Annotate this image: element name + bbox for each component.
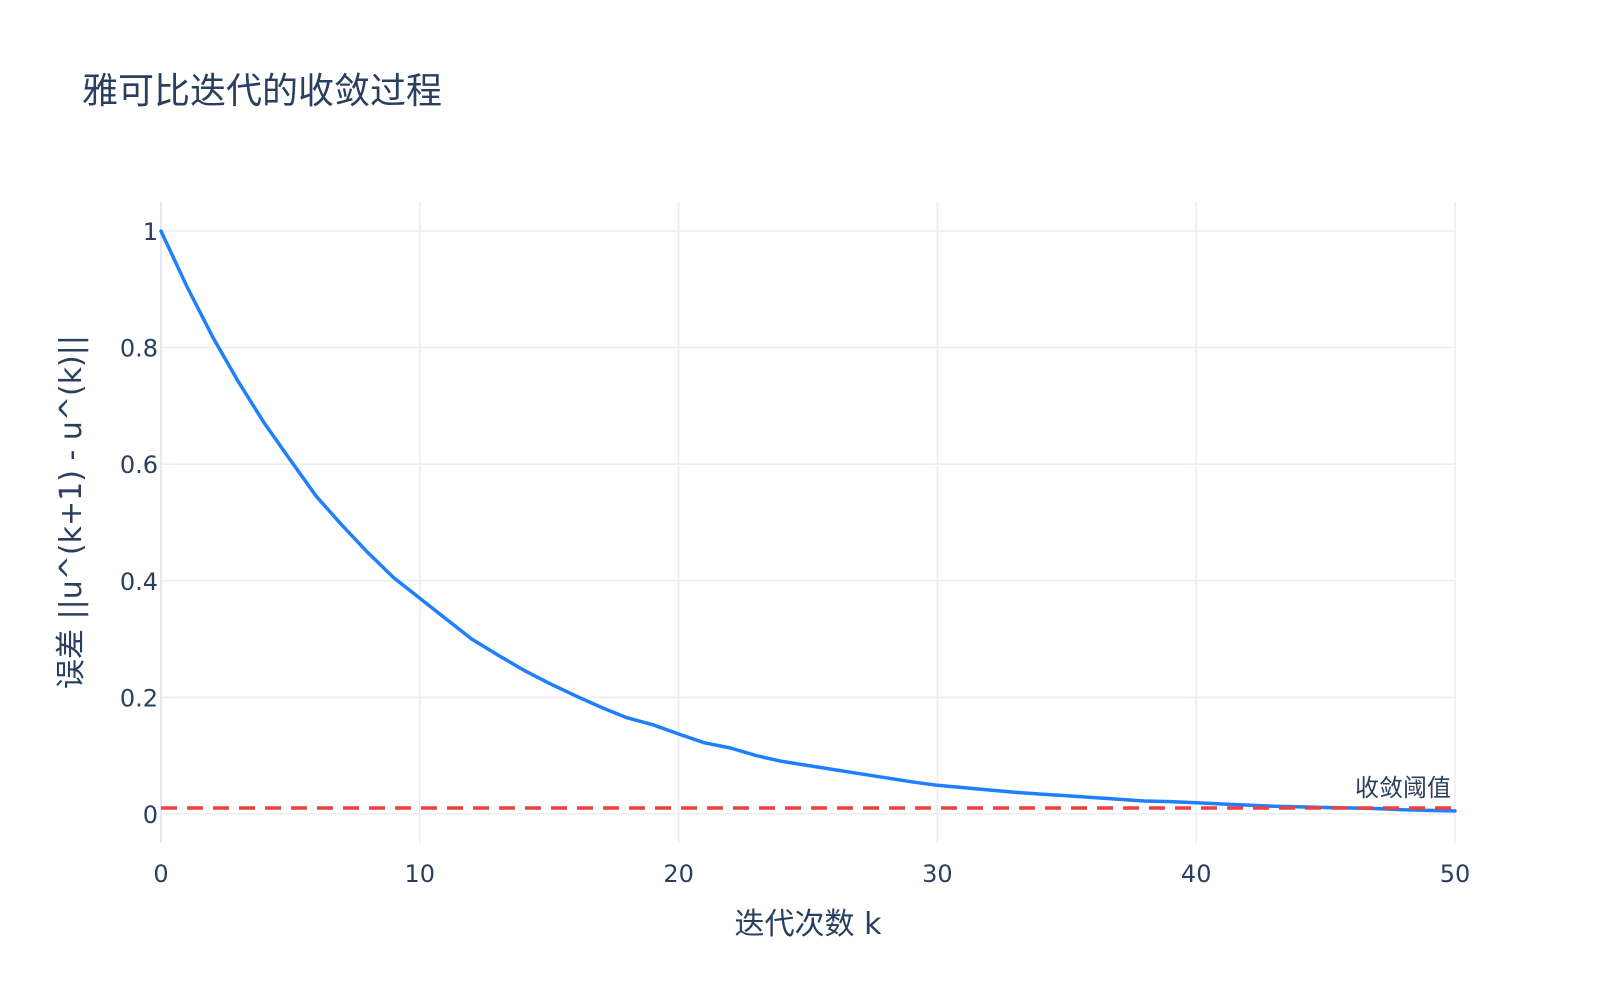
x-tick-label: 50 [1440,860,1471,888]
y-tick-label: 0.8 [120,335,158,363]
x-axis-title: 迭代次数 k [735,907,883,942]
y-tick-label: 0.6 [120,451,158,479]
chart-title: 雅可比迭代的收敛过程 [82,71,443,112]
x-tick-label: 0 [153,860,168,888]
x-tick-label: 10 [405,860,436,888]
y-tick-label: 1 [143,218,158,246]
y-axis-title: 误差 ||u^(k+1) - u^(k)|| [54,335,89,689]
y-tick-label: 0.4 [120,568,158,596]
y-tick-label: 0.2 [120,684,158,712]
series-line [159,229,1457,813]
series-layer [159,229,1457,813]
tick-labels: 0 10 20 30 40 50 0 0.2 0.4 0.6 0.8 1 [120,218,1470,888]
threshold-label: 收敛阈值 [1355,774,1451,802]
x-tick-label: 40 [1181,860,1212,888]
x-tick-label: 20 [663,860,694,888]
x-tick-label: 30 [922,860,953,888]
threshold-layer: 收敛阈值 [161,774,1455,810]
y-tick-label: 0 [143,801,158,829]
grid-lines [160,202,1456,843]
